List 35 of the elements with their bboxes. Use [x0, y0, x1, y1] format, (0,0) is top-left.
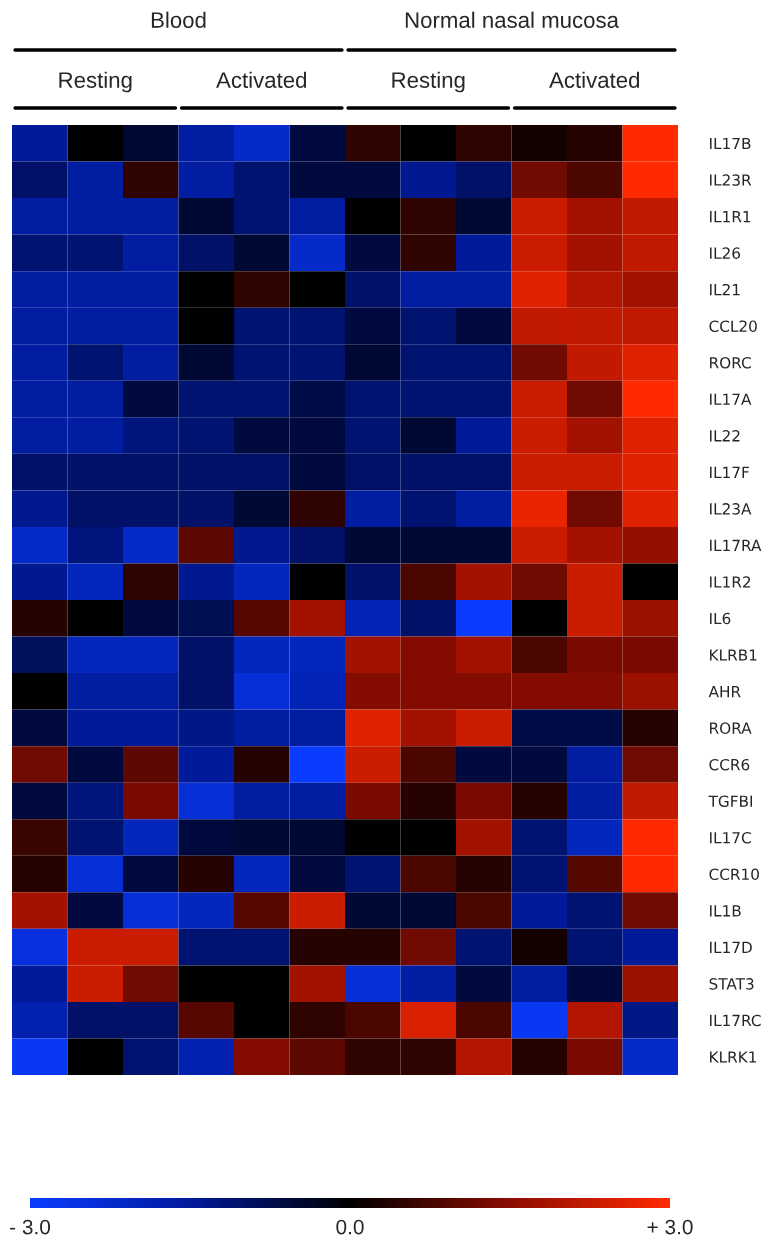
y-tick-label: IL26 — [710, 247, 741, 259]
y-tick-label: IL17B — [710, 137, 751, 150]
y-tick-label: IL17RA — [710, 539, 762, 551]
y-tick-label: CCL20 — [709, 320, 757, 332]
text: Resting — [392, 71, 465, 93]
text: Resting — [59, 71, 132, 93]
y-tick-label: IL17A — [710, 393, 752, 405]
y-tick-label: IL23A — [710, 503, 752, 515]
y-tick-label: IL22 — [710, 430, 740, 442]
y-tick-label: KLRB1 — [710, 649, 757, 661]
y-tick-label: KLRK1 — [710, 1051, 757, 1063]
y-tick-label: RORA — [710, 722, 752, 734]
y-tick-label: CCR10 — [709, 868, 759, 881]
text: Normal nasal mucosa — [405, 11, 619, 28]
y-tick-label: IL17D — [710, 941, 752, 953]
y-tick-label: STAT3 — [709, 978, 754, 990]
y-tick-label: IL1R2 — [710, 576, 751, 588]
y-tick-label: IL23R — [710, 174, 752, 186]
color-bar-label: 0.0 — [336, 1219, 364, 1235]
y-tick-label: CCR6 — [709, 758, 750, 771]
y-tick-label: RORC — [710, 356, 751, 369]
y-tick-label: IL17RC — [710, 1014, 761, 1027]
y-tick-label: IL6 — [710, 612, 731, 625]
y-tick-label: TGFBI — [708, 795, 752, 807]
text: Activated — [549, 71, 640, 88]
y-tick-label: IL1R1 — [710, 211, 751, 223]
y-tick-label: IL21 — [710, 283, 740, 296]
y-tick-label: IL17F — [710, 466, 749, 478]
y-tick-label: AHR — [708, 686, 741, 698]
color-bar-label: - 3.0 — [10, 1219, 51, 1235]
color-bar-label: + 3.0 — [647, 1219, 693, 1235]
text: Activated — [216, 71, 307, 88]
y-tick-label: IL17C — [710, 831, 751, 844]
text: Blood — [151, 11, 206, 28]
y-tick-label: IL1B — [710, 905, 741, 917]
